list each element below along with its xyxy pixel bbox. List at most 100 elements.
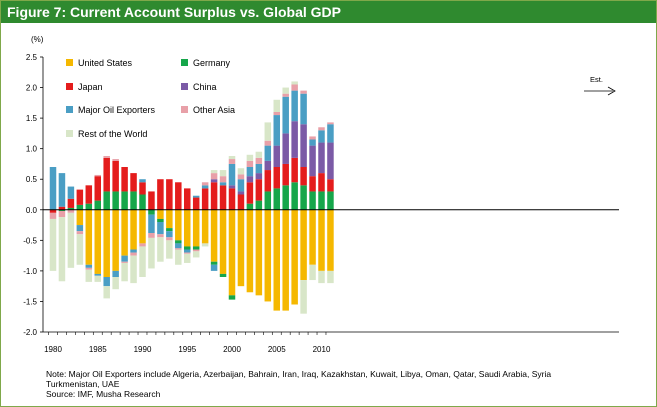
bar-segment <box>49 167 57 210</box>
bar-segment <box>282 185 289 210</box>
bar-segment <box>246 182 254 204</box>
bar-segment <box>85 209 93 265</box>
legend-label: Germany <box>193 58 231 68</box>
bar-segment <box>282 87 289 94</box>
bar-segment <box>112 191 119 210</box>
bar-segment <box>85 267 93 270</box>
bar-segment <box>112 160 119 192</box>
bar-segment <box>94 275 101 282</box>
bar-segment <box>210 264 218 271</box>
bar-segment <box>273 167 280 189</box>
plot-area: 2.5 2.0 1.5 1.0 0.5 0.0 -0.5 -1.0 -1.5 -2.0 1980 19… <box>23 53 619 354</box>
y-tick-label: -1.0 <box>23 267 37 276</box>
bar-segment <box>273 99 280 112</box>
x-tick-label: 1980 <box>44 345 62 354</box>
bar-segment <box>318 191 325 210</box>
bar-segment <box>282 163 289 186</box>
legend-label: Other Asia <box>193 105 235 115</box>
bar-segment <box>273 115 280 146</box>
bar-segment <box>300 209 307 281</box>
bar-segment <box>327 124 334 143</box>
bar-segment <box>76 189 84 205</box>
bar-segment <box>309 176 316 192</box>
bar-segment <box>157 209 164 219</box>
bar-segment <box>49 209 57 213</box>
bar-segment <box>228 159 236 164</box>
bar-segment <box>309 209 316 265</box>
bar-segment <box>85 264 93 268</box>
source-line: Source: IMF, Musha Research <box>46 389 161 399</box>
bar-segment <box>201 185 209 189</box>
bar-segment <box>157 234 164 238</box>
bar-segment <box>139 246 146 277</box>
bar-segment <box>318 270 325 284</box>
bar-segment <box>166 209 173 229</box>
bar-segment <box>300 124 307 167</box>
bar-segment <box>166 179 173 210</box>
bar-segment <box>219 182 227 186</box>
bar-segment <box>58 211 66 218</box>
y-tick-label: -2.0 <box>23 328 37 337</box>
bar-segment <box>255 173 263 180</box>
bar-segment <box>327 209 334 271</box>
bar-segment <box>237 209 245 287</box>
bar-segment <box>291 90 298 122</box>
legend-swatch <box>181 83 188 90</box>
bar-segment <box>300 93 307 125</box>
bar-segment <box>282 96 289 134</box>
y-tick-label: 0.0 <box>26 206 38 215</box>
bar-segment <box>192 246 200 250</box>
bar-segment <box>309 264 316 281</box>
bar-segment <box>76 209 84 226</box>
bar-segment <box>228 295 236 300</box>
y-tick-label: 1.0 <box>26 145 38 154</box>
x-tick-label: 1990 <box>134 345 152 354</box>
bar-segment <box>67 198 75 208</box>
bar-segment <box>184 246 191 250</box>
bar-segment <box>210 170 218 174</box>
bar-segment <box>309 191 316 210</box>
bar-segment <box>49 212 57 219</box>
bar-segment <box>103 191 110 210</box>
bar-segment <box>94 209 101 274</box>
bar-segment <box>67 186 75 199</box>
legend-swatch <box>66 83 73 90</box>
bar-segment <box>94 174 101 177</box>
x-tick-label: 1995 <box>178 345 196 354</box>
legend-label: Rest of the World <box>78 129 147 139</box>
bar-segment <box>291 209 298 305</box>
bar-segment <box>85 269 93 282</box>
bar-segment <box>148 191 155 210</box>
bar-segment <box>139 209 146 244</box>
bar-segment <box>228 185 236 189</box>
bar-segment <box>255 179 263 201</box>
bar-segment <box>246 160 254 167</box>
bar-segment <box>264 140 272 146</box>
bar-segment <box>192 251 200 258</box>
bar-segment <box>318 127 325 131</box>
bar-segment <box>300 90 307 94</box>
bar-segment <box>246 203 254 210</box>
bar-segment <box>157 179 164 210</box>
est-label: Est. <box>590 75 603 84</box>
bar-segment <box>291 182 298 210</box>
bar-segment <box>210 182 218 210</box>
bar-segment <box>219 176 227 183</box>
bar-segment <box>94 176 101 201</box>
bar-segment <box>139 243 146 247</box>
bar-segment <box>58 206 66 210</box>
title-bar: Figure 7: Current Account Surplus vs. Gl… <box>1 1 656 23</box>
bar-segment <box>58 209 66 211</box>
bar-segment <box>166 237 173 241</box>
bar-segment <box>94 273 101 276</box>
bar-segment <box>85 203 93 210</box>
bar-segment <box>148 209 155 215</box>
bar-segment <box>103 209 110 277</box>
bar-segment <box>318 209 325 271</box>
bar-segment <box>76 231 84 235</box>
bar-segment <box>103 286 110 299</box>
bar-segment <box>201 209 209 244</box>
legend-label: United States <box>78 58 133 68</box>
legend-swatch <box>66 59 73 66</box>
